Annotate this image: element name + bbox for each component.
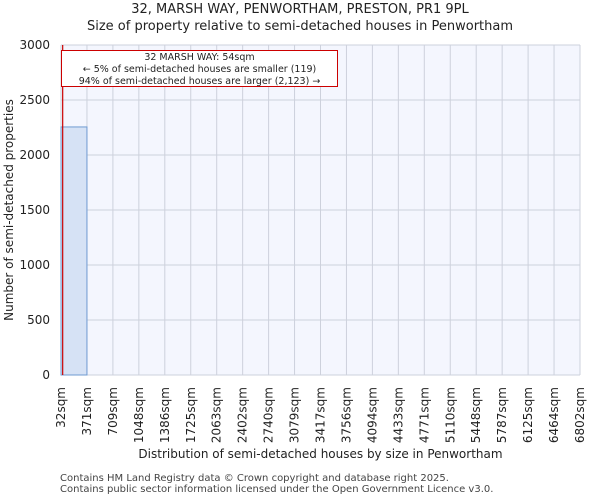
y-tick-label-1: 500 xyxy=(27,313,50,327)
x-tick-label-6: 2063sqm xyxy=(210,387,224,443)
annotation-line-property: 32 MARSH WAY: 54sqm xyxy=(144,52,255,63)
y-tick-label-4: 2000 xyxy=(19,148,50,162)
y-axis-label: Number of semi-detached properties xyxy=(2,99,16,321)
x-tick-label-14: 4771sqm xyxy=(417,387,431,443)
x-tick-label-5: 1725sqm xyxy=(184,387,198,443)
x-tick-label-0: 32sqm xyxy=(54,387,68,428)
x-tick-label-11: 3756sqm xyxy=(339,387,353,443)
property-annotation-box: 32 MARSH WAY: 54sqm ← 5% of semi-detache… xyxy=(61,50,338,87)
x-tick-label-12: 4094sqm xyxy=(365,387,379,443)
x-tick-label-15: 5110sqm xyxy=(443,387,457,443)
x-tick-label-1: 371sqm xyxy=(80,387,94,435)
x-tick-label-18: 6125sqm xyxy=(521,387,535,443)
x-tick-label-17: 5787sqm xyxy=(495,387,509,443)
x-axis-label: Distribution of semi-detached houses by … xyxy=(138,447,502,461)
x-tick-label-9: 3079sqm xyxy=(288,387,302,443)
y-tick-label-5: 2500 xyxy=(19,93,50,107)
x-tick-label-19: 6464sqm xyxy=(547,387,561,443)
footer-licence: Contains public sector information licen… xyxy=(60,484,494,495)
y-tick-label-2: 1000 xyxy=(19,258,50,272)
annotation-line-larger: 94% of semi-detached houses are larger (… xyxy=(78,76,321,87)
x-tick-label-4: 1386sqm xyxy=(158,387,172,443)
x-tick-label-2: 709sqm xyxy=(106,387,120,435)
annotation-line-smaller: ← 5% of semi-detached houses are smaller… xyxy=(82,64,317,75)
x-tick-label-8: 2740sqm xyxy=(262,387,276,443)
x-tick-label-20: 6802sqm xyxy=(573,387,587,443)
chart-title: 32, MARSH WAY, PENWORTHAM, PRESTON, PR1 … xyxy=(131,2,469,17)
y-tick-label-0: 0 xyxy=(42,368,50,382)
bar-0 xyxy=(60,126,88,376)
y-tick-label-6: 3000 xyxy=(19,38,50,52)
y-tick-label-3: 1500 xyxy=(19,203,50,217)
x-tick-label-16: 5448sqm xyxy=(469,387,483,443)
x-tick-label-7: 2402sqm xyxy=(236,387,250,443)
x-tick-label-13: 4433sqm xyxy=(391,387,405,443)
x-tick-label-10: 3417sqm xyxy=(314,387,328,443)
footer-copyright: Contains HM Land Registry data © Crown c… xyxy=(60,473,449,484)
x-tick-label-3: 1048sqm xyxy=(132,387,146,443)
chart-subtitle: Size of property relative to semi-detach… xyxy=(86,19,514,34)
